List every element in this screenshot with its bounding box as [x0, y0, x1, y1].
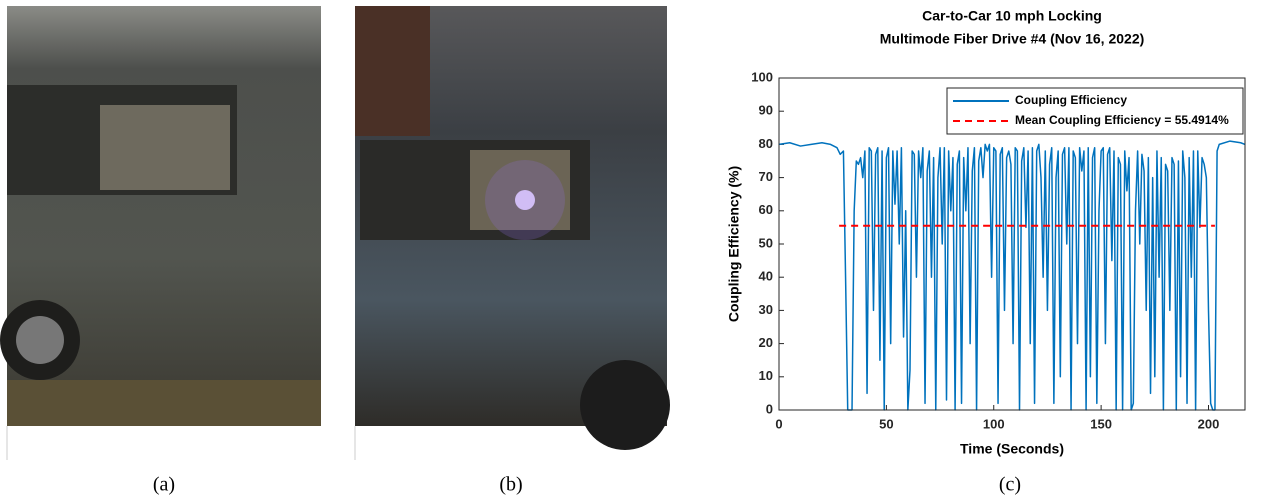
y-tick-label: 90	[759, 103, 773, 118]
chart-subtitle: Multimode Fiber Drive #4 (Nov 16, 2022)	[880, 31, 1145, 47]
y-tick-label: 80	[759, 136, 773, 151]
photo-b	[354, 6, 670, 460]
y-tick-label: 20	[759, 335, 773, 350]
legend-label: Coupling Efficiency	[1015, 93, 1127, 107]
chart-title: Car-to-Car 10 mph Locking	[922, 8, 1102, 24]
y-tick-label: 70	[759, 169, 773, 184]
x-tick-label: 200	[1198, 416, 1220, 431]
legend-label: Mean Coupling Efficiency = 55.4914%	[1015, 113, 1229, 127]
plot-frame	[778, 77, 1246, 411]
y-tick-label: 40	[759, 269, 773, 284]
x-tick-label: 100	[983, 416, 1005, 431]
y-tick-label: 30	[759, 302, 773, 317]
legend-box	[946, 87, 1244, 135]
caption: (b)	[499, 474, 522, 496]
x-tick-label: 0	[775, 416, 782, 431]
y-tick-label: 50	[759, 235, 773, 250]
y-tick-label: 0	[766, 401, 773, 416]
caption: (c)	[999, 474, 1021, 496]
x-axis-label: Time (Seconds)	[960, 441, 1064, 457]
data-line	[778, 140, 1246, 411]
y-tick-label: 60	[759, 202, 773, 217]
caption: (a)	[153, 474, 175, 496]
y-axis-label: Coupling Efficiency (%)	[726, 166, 742, 322]
chart: Car-to-Car 10 mph Locking Multimode Fibe…	[726, 8, 1246, 457]
y-tick-label: 100	[751, 69, 773, 84]
y-tick-label: 10	[759, 368, 773, 383]
photo-a	[0, 6, 321, 460]
x-tick-label: 150	[1090, 416, 1112, 431]
x-tick-label: 50	[879, 416, 893, 431]
